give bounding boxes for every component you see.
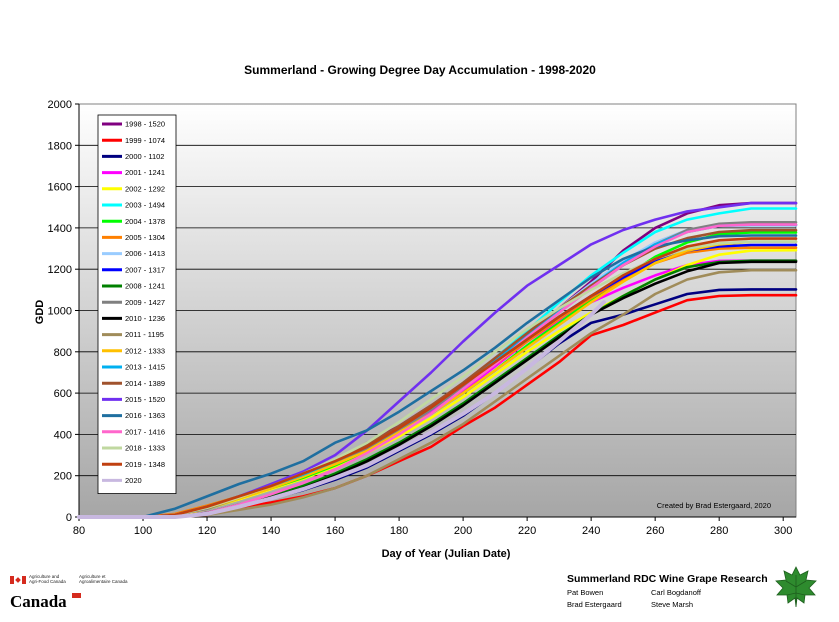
legend-entry-label: 2004 - 1378 (125, 217, 165, 226)
legend-entry-label: 2018 - 1333 (125, 444, 165, 453)
legend-entry-label: 2019 - 1348 (125, 460, 165, 469)
research-group-title: Summerland RDC Wine Grape Research (567, 573, 768, 585)
legend-entry-label: 2002 - 1292 (125, 184, 165, 193)
y-tick-label: 1600 (48, 182, 72, 194)
y-tick-label: 1200 (48, 264, 72, 276)
wordmark-flag-icon (72, 593, 81, 598)
x-tick-label: 220 (518, 525, 536, 537)
legend-entry-label: 2015 - 1520 (125, 395, 165, 404)
research-credits: Summerland RDC Wine Grape Research Pat B… (567, 573, 777, 613)
y-tick-label: 200 (54, 471, 72, 483)
y-axis-ticks: 0 200 400 600 800 1000 1200 1400 1600 1800 2000 (48, 99, 79, 524)
legend-entry-label: 2007 - 1317 (125, 265, 165, 274)
x-tick-label: 120 (198, 525, 216, 537)
x-tick-label: 100 (134, 525, 152, 537)
chart-annotation: Created by Brad Estergaard, 2020 (657, 501, 771, 510)
x-tick-label: 260 (646, 525, 664, 537)
y-axis-label: GDD (34, 300, 46, 325)
legend-entry-label: 2006 - 1413 (125, 249, 165, 258)
legend-entry-label: 2005 - 1304 (125, 233, 165, 242)
series-line-18 (77, 234, 798, 519)
x-tick-label: 160 (326, 525, 344, 537)
credit-name: Steve Marsh (651, 600, 694, 609)
y-tick-label: 1000 (48, 306, 72, 318)
aafc-logo: Agriculture and Agri-Food Canada Agricul… (10, 574, 150, 614)
x-axis-label: Day of Year (Julian Date) (382, 548, 511, 560)
x-tick-label: 140 (262, 525, 280, 537)
y-tick-label: 1400 (48, 223, 72, 235)
legend-entry-label: 2003 - 1494 (125, 201, 165, 210)
y-tick-label: 400 (54, 429, 72, 441)
legend-entry-label: 2014 - 1389 (125, 379, 165, 388)
credit-name: Carl Bogdanoff (651, 588, 701, 597)
y-tick-label: 2000 (48, 99, 72, 111)
y-tick-label: 1800 (48, 140, 72, 152)
legend-entry-label: 1999 - 1074 (125, 136, 165, 145)
legend-entry-label: 2000 - 1102 (125, 152, 164, 161)
legend-entry-label: 2020 (125, 476, 142, 485)
legend-entry-label: 2010 - 1236 (125, 314, 165, 323)
credit-name: Pat Bowen (567, 588, 604, 597)
legend-entry-label: 2012 - 1333 (125, 346, 165, 355)
grape-leaf-icon (775, 566, 817, 608)
x-tick-label: 280 (710, 525, 728, 537)
legend-entry-label: 2008 - 1241 (125, 282, 165, 291)
legend-entry-label: 2017 - 1416 (125, 427, 165, 436)
series-line-21 (77, 237, 798, 519)
legend-entry-label: 2001 - 1241 (125, 168, 165, 177)
legend-entry-label: 2013 - 1415 (125, 363, 165, 372)
legend-entry-label: 2009 - 1427 (125, 298, 165, 307)
y-tick-label: 600 (54, 388, 72, 400)
agency-name-english: Agriculture and Agri-Food Canada (29, 574, 66, 585)
canada-flag-icon (10, 576, 26, 584)
x-tick-label: 200 (454, 525, 472, 537)
legend: 1998 - 1520 1999 - 1074 2000 - 1102 2001 - … (97, 114, 177, 495)
canada-wordmark: Canada (10, 592, 67, 611)
chart-title: Summerland - Growing Degree Day Accumula… (244, 63, 596, 77)
x-tick-label: 180 (390, 525, 408, 537)
gdd-chart: Summerland - Growing Degree Day Accumula… (34, 63, 798, 560)
x-tick-label: 80 (73, 525, 85, 537)
agency-name-french: Agriculture et Agroalimentaire Canada (79, 574, 128, 585)
y-tick-label: 800 (54, 347, 72, 359)
series-lines (77, 201, 798, 519)
x-axis-ticks: 80 100 120 140 160 180 200 220 240 260 280 300 (73, 104, 796, 537)
x-tick-label: 300 (774, 525, 792, 537)
legend-entry-label: 1998 - 1520 (125, 120, 165, 129)
legend-entry-label: 2011 - 1195 (125, 330, 164, 339)
series-line-22 (77, 300, 606, 519)
credit-name: Brad Estergaard (567, 600, 622, 609)
x-tick-label: 240 (582, 525, 600, 537)
legend-entry-label: 2016 - 1363 (125, 411, 165, 420)
y-tick-label: 0 (66, 512, 72, 524)
